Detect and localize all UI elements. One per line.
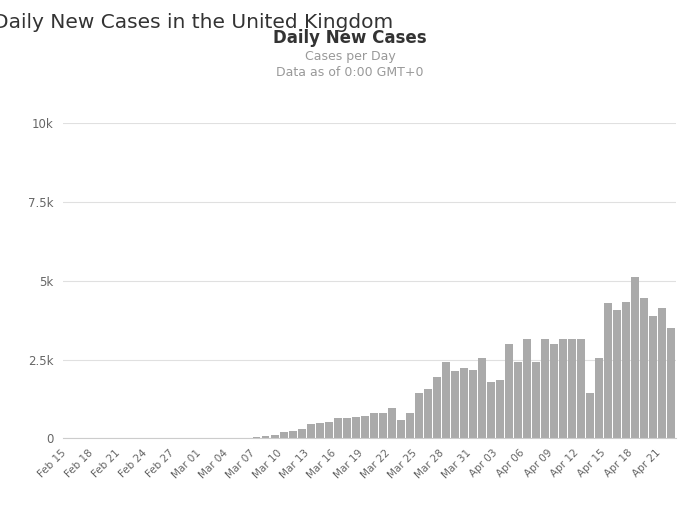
Bar	[352, 417, 360, 438]
Bar	[271, 435, 279, 438]
Bar	[280, 432, 288, 438]
Text: Cases per Day: Cases per Day	[304, 50, 395, 63]
Bar	[415, 393, 423, 438]
Bar	[640, 298, 648, 438]
Bar	[442, 362, 449, 438]
Bar	[658, 308, 666, 438]
Bar	[541, 339, 549, 438]
Bar	[523, 339, 531, 438]
Bar	[379, 414, 386, 438]
Bar	[514, 362, 522, 438]
Bar	[631, 277, 639, 438]
Bar	[406, 413, 414, 438]
Bar	[451, 371, 458, 438]
Text: Data as of 0:00 GMT+0: Data as of 0:00 GMT+0	[276, 66, 424, 79]
Bar	[532, 362, 540, 438]
Bar	[613, 310, 621, 438]
Bar	[397, 421, 405, 438]
Bar	[586, 393, 594, 438]
Bar	[361, 416, 369, 438]
Bar	[388, 408, 395, 438]
Bar	[505, 343, 512, 438]
Bar	[604, 302, 612, 438]
Bar	[559, 339, 567, 438]
Bar	[595, 358, 603, 438]
Bar	[307, 424, 314, 438]
Bar	[370, 413, 377, 438]
Bar	[496, 380, 504, 438]
Bar	[253, 437, 260, 438]
Bar	[478, 358, 486, 438]
Bar	[433, 377, 440, 438]
Bar	[550, 343, 558, 438]
Bar	[334, 417, 342, 438]
Bar	[289, 430, 297, 438]
Bar	[424, 390, 432, 438]
Bar	[325, 422, 332, 438]
Bar	[460, 368, 468, 438]
Bar	[649, 316, 657, 438]
Bar	[487, 382, 495, 438]
Bar	[622, 301, 630, 438]
Bar	[316, 423, 323, 438]
Bar	[262, 436, 270, 438]
Text: Daily New Cases: Daily New Cases	[273, 29, 427, 47]
Text: Daily New Cases in the United Kingdom: Daily New Cases in the United Kingdom	[0, 13, 393, 32]
Bar	[343, 418, 351, 438]
Bar	[568, 339, 575, 438]
Bar	[298, 429, 305, 438]
Bar	[469, 370, 477, 438]
Bar	[667, 328, 675, 438]
Bar	[577, 339, 584, 438]
